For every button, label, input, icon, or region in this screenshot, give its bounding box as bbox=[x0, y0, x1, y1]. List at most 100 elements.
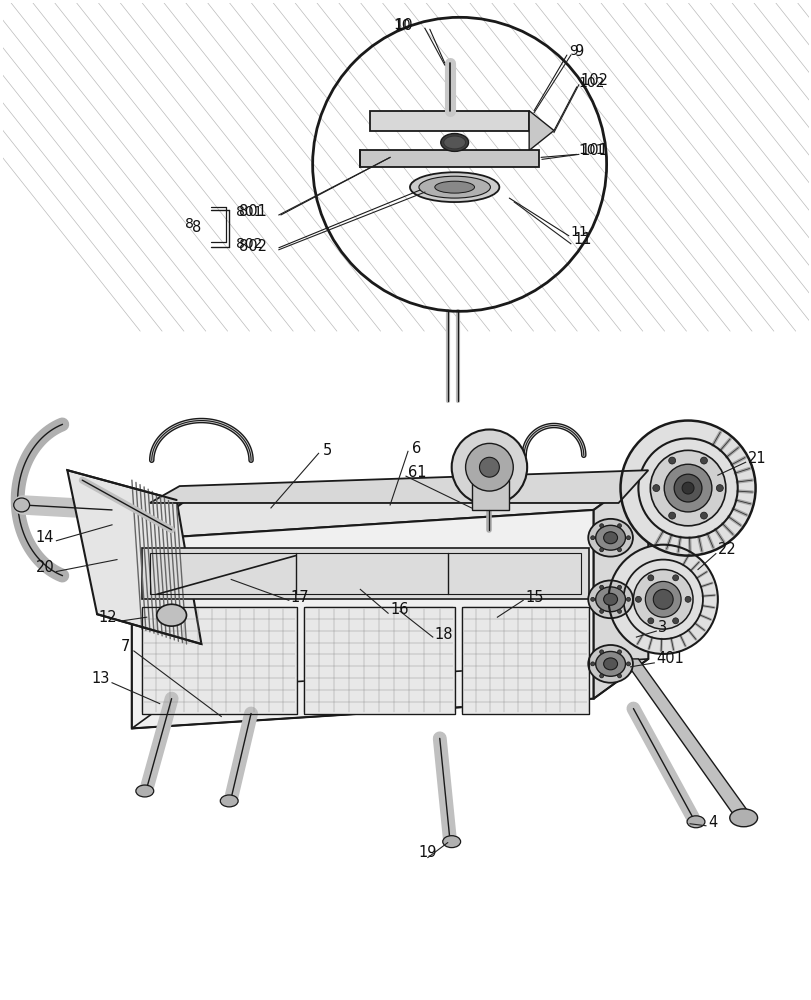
Polygon shape bbox=[461, 607, 588, 714]
Circle shape bbox=[608, 545, 717, 654]
Ellipse shape bbox=[587, 519, 632, 557]
Ellipse shape bbox=[686, 816, 704, 828]
Ellipse shape bbox=[599, 674, 603, 678]
Ellipse shape bbox=[443, 136, 465, 149]
Circle shape bbox=[681, 482, 693, 494]
Circle shape bbox=[652, 485, 659, 492]
Ellipse shape bbox=[599, 650, 603, 654]
Polygon shape bbox=[370, 111, 529, 131]
Text: 12: 12 bbox=[98, 610, 117, 625]
Circle shape bbox=[715, 485, 723, 492]
Ellipse shape bbox=[590, 536, 594, 540]
Ellipse shape bbox=[587, 645, 632, 683]
Text: 8: 8 bbox=[184, 217, 193, 231]
Circle shape bbox=[635, 596, 641, 602]
Text: 9: 9 bbox=[569, 44, 577, 58]
Text: 102: 102 bbox=[580, 73, 608, 88]
Ellipse shape bbox=[603, 658, 617, 670]
Circle shape bbox=[700, 512, 706, 519]
Ellipse shape bbox=[442, 836, 460, 848]
Text: 401: 401 bbox=[655, 651, 684, 666]
Ellipse shape bbox=[603, 593, 617, 605]
Circle shape bbox=[672, 618, 678, 624]
Text: 801: 801 bbox=[239, 204, 267, 219]
Text: 802: 802 bbox=[236, 237, 262, 251]
Circle shape bbox=[465, 443, 513, 491]
Ellipse shape bbox=[410, 172, 499, 202]
Ellipse shape bbox=[440, 134, 468, 151]
Ellipse shape bbox=[434, 181, 474, 193]
Polygon shape bbox=[131, 500, 187, 728]
Circle shape bbox=[700, 457, 706, 464]
Text: 4: 4 bbox=[707, 815, 716, 830]
Ellipse shape bbox=[595, 525, 624, 550]
Ellipse shape bbox=[626, 536, 629, 540]
Ellipse shape bbox=[617, 548, 620, 552]
Circle shape bbox=[451, 429, 526, 505]
Ellipse shape bbox=[626, 662, 629, 666]
Ellipse shape bbox=[14, 498, 29, 512]
Ellipse shape bbox=[220, 795, 238, 807]
Circle shape bbox=[663, 464, 711, 512]
Ellipse shape bbox=[590, 662, 594, 666]
Polygon shape bbox=[149, 470, 647, 503]
Polygon shape bbox=[623, 659, 752, 818]
Polygon shape bbox=[142, 548, 588, 599]
Circle shape bbox=[668, 512, 675, 519]
Text: 16: 16 bbox=[389, 602, 408, 617]
Text: 13: 13 bbox=[92, 671, 110, 686]
Circle shape bbox=[647, 575, 653, 581]
Polygon shape bbox=[131, 510, 593, 728]
Circle shape bbox=[684, 596, 690, 602]
Ellipse shape bbox=[617, 674, 620, 678]
Circle shape bbox=[653, 589, 672, 609]
Text: 101: 101 bbox=[580, 143, 608, 158]
Polygon shape bbox=[131, 470, 647, 540]
Text: 102: 102 bbox=[578, 76, 604, 90]
Text: 101: 101 bbox=[578, 143, 604, 157]
Text: 14: 14 bbox=[36, 530, 54, 545]
Text: 61: 61 bbox=[407, 465, 426, 480]
Ellipse shape bbox=[595, 651, 624, 676]
Text: 5: 5 bbox=[322, 443, 332, 458]
Ellipse shape bbox=[135, 785, 153, 797]
Circle shape bbox=[668, 457, 675, 464]
Text: 802: 802 bbox=[239, 239, 267, 254]
Ellipse shape bbox=[590, 597, 594, 601]
Circle shape bbox=[672, 575, 678, 581]
Polygon shape bbox=[142, 607, 296, 714]
Ellipse shape bbox=[599, 585, 603, 589]
Circle shape bbox=[645, 581, 680, 617]
Circle shape bbox=[647, 618, 653, 624]
Ellipse shape bbox=[603, 532, 617, 544]
Text: 6: 6 bbox=[411, 441, 421, 456]
Text: 801: 801 bbox=[236, 205, 262, 219]
Ellipse shape bbox=[626, 597, 629, 601]
Ellipse shape bbox=[599, 548, 603, 552]
Ellipse shape bbox=[157, 604, 187, 626]
Text: 3: 3 bbox=[658, 620, 667, 635]
Polygon shape bbox=[67, 470, 201, 644]
Polygon shape bbox=[303, 607, 454, 714]
Polygon shape bbox=[529, 111, 553, 150]
Text: 11: 11 bbox=[573, 232, 591, 247]
Text: 11: 11 bbox=[570, 225, 588, 239]
Circle shape bbox=[620, 421, 755, 556]
Ellipse shape bbox=[599, 609, 603, 613]
Text: 10: 10 bbox=[393, 18, 412, 33]
Polygon shape bbox=[360, 150, 539, 167]
Ellipse shape bbox=[595, 587, 624, 612]
Ellipse shape bbox=[617, 524, 620, 528]
Text: 21: 21 bbox=[747, 451, 766, 466]
Text: 22: 22 bbox=[717, 542, 736, 557]
Polygon shape bbox=[471, 480, 508, 510]
Ellipse shape bbox=[418, 176, 490, 198]
Ellipse shape bbox=[617, 585, 620, 589]
Text: 15: 15 bbox=[525, 590, 543, 605]
Text: 18: 18 bbox=[434, 627, 453, 642]
Polygon shape bbox=[593, 470, 647, 699]
Text: 19: 19 bbox=[418, 845, 436, 860]
Circle shape bbox=[673, 474, 701, 502]
Ellipse shape bbox=[729, 809, 757, 827]
Circle shape bbox=[633, 570, 692, 629]
